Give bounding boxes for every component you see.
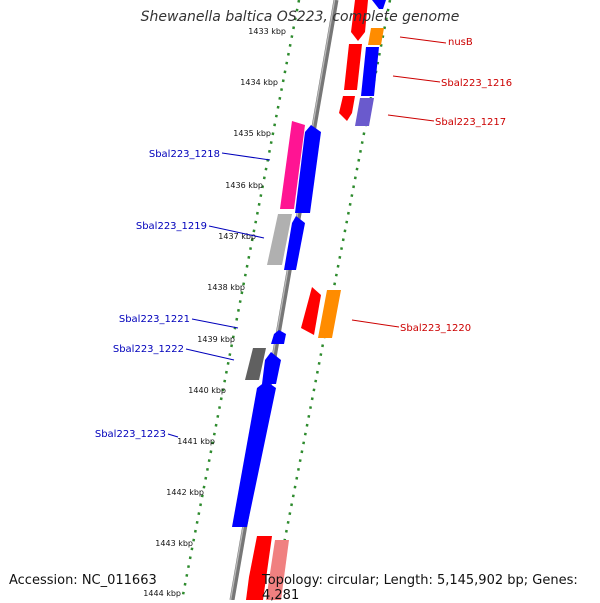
- gene-label-sbal223-1217[interactable]: Sbal223_1217: [435, 117, 506, 128]
- gene-feature: [318, 290, 341, 338]
- leader-line: [392, 75, 441, 83]
- gene-feature: [344, 44, 362, 90]
- leader-line: [221, 152, 271, 161]
- gene-feature: [271, 330, 286, 344]
- gene-label-sbal223-1216[interactable]: Sbal223_1216: [441, 78, 512, 89]
- leader-line: [208, 225, 265, 239]
- tick-label: 1444 kbp: [143, 589, 181, 598]
- gene-label-sbal223-1222[interactable]: Sbal223_1222: [113, 344, 184, 355]
- leader-line: [387, 114, 435, 122]
- tick-label: 1438 kbp: [207, 283, 245, 292]
- gene-label-sbal223-1221[interactable]: Sbal223_1221: [119, 314, 190, 325]
- leader-line: [399, 36, 447, 44]
- leader-line: [185, 348, 235, 361]
- gene-label-sbal223-1219[interactable]: Sbal223_1219: [136, 221, 207, 232]
- gene-feature: [245, 348, 266, 380]
- gene-feature: [266, 540, 289, 600]
- gene-label-nusB[interactable]: nusB: [448, 37, 473, 48]
- gene-feature: [361, 47, 379, 96]
- gene-feature: [355, 98, 374, 126]
- gene-labels: nusB Sbal223_1216 Sbal223_1217 Sbal223_1…: [95, 37, 512, 440]
- gene-feature: [246, 536, 272, 600]
- gene-label-sbal223-1220[interactable]: Sbal223_1220: [400, 323, 471, 334]
- tick-labels: 1433 kbp 1434 kbp 1435 kbp 1436 kbp 1437…: [143, 27, 286, 598]
- accession-text: Accession: NC_011663: [9, 573, 157, 588]
- gene-feature: [232, 381, 276, 527]
- tick-label: 1442 kbp: [166, 488, 204, 497]
- leader-line: [167, 433, 179, 438]
- tick-label: 1435 kbp: [233, 129, 271, 138]
- label-leaders: [167, 36, 447, 438]
- tick-label: 1434 kbp: [240, 78, 278, 87]
- gene-label-sbal223-1218[interactable]: Sbal223_1218: [149, 149, 220, 160]
- reverse-genes: [232, 121, 321, 527]
- gene-feature: [284, 216, 305, 270]
- leader-line: [191, 318, 239, 329]
- gene-feature: [295, 125, 321, 213]
- tick-label: 1441 kbp: [177, 437, 215, 446]
- gene-feature: [267, 214, 292, 265]
- gene-feature: [280, 121, 305, 209]
- tick-label: 1437 kbp: [218, 232, 256, 241]
- leader-line: [351, 319, 400, 328]
- topology-text: Topology: circular; Length: 5,145,902 bp…: [262, 573, 578, 603]
- gene-feature: [301, 287, 321, 335]
- tick-label: 1440 kbp: [188, 386, 226, 395]
- genome-title: Shewanella baltica OS223, complete genom…: [140, 9, 460, 25]
- tick-label: 1436 kbp: [225, 181, 263, 190]
- gene-feature: [372, 0, 386, 9]
- gene-label-sbal223-1223[interactable]: Sbal223_1223: [95, 429, 166, 440]
- forward-genes: [246, 0, 386, 600]
- gene-feature: [368, 28, 384, 45]
- tick-label: 1443 kbp: [155, 539, 193, 548]
- gene-feature: [339, 96, 355, 121]
- tick-label: 1433 kbp: [248, 27, 286, 36]
- tick-label: 1439 kbp: [197, 335, 235, 344]
- gene-feature: [262, 352, 281, 384]
- gene-feature: [351, 0, 368, 41]
